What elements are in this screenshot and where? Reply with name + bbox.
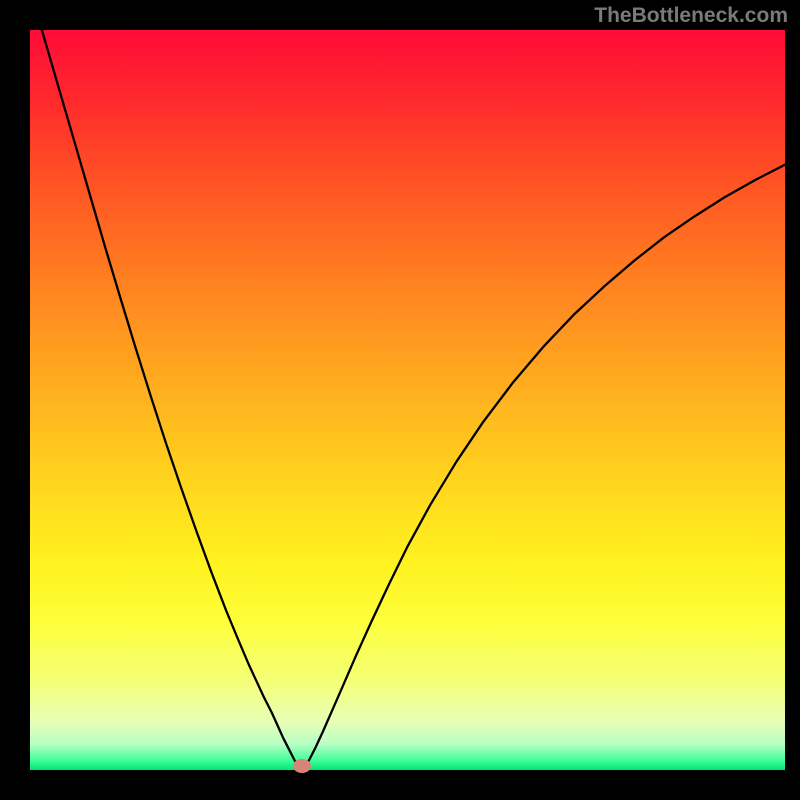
plot-area [30, 30, 785, 770]
chart-frame: TheBottleneck.com [0, 0, 800, 800]
watermark-text: TheBottleneck.com [594, 4, 788, 28]
minimum-marker [293, 759, 311, 773]
bottleneck-curve [30, 30, 785, 770]
